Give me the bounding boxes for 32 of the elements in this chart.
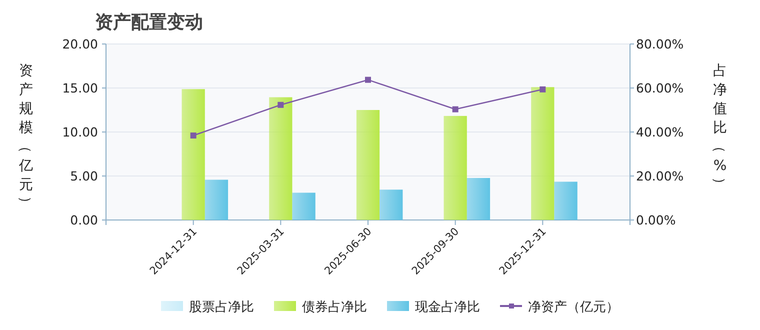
bar <box>269 97 292 220</box>
legend-label: 净资产（亿元） <box>528 300 619 315</box>
bar <box>380 190 403 220</box>
y-tick-label: 0.00 <box>70 212 98 228</box>
bar <box>356 110 380 220</box>
y-tick-label: 10.00 <box>62 124 98 140</box>
legend-label: 债券占净比 <box>302 300 367 315</box>
y-tick-label: 20.00 <box>62 36 98 52</box>
y2-tick-label: 40.00% <box>636 124 684 140</box>
y-tick-label: 15.00 <box>62 80 98 96</box>
y-tick-label: 5.00 <box>70 168 98 184</box>
point <box>452 106 458 112</box>
legend-label: 股票占净比 <box>189 300 254 315</box>
y2-tick-label: 60.00% <box>636 80 684 96</box>
bar <box>444 116 467 220</box>
point <box>540 86 546 92</box>
y2-tick-label: 80.00% <box>636 36 684 52</box>
y2-tick-label: 20.00% <box>636 168 684 184</box>
point <box>365 76 371 83</box>
bar <box>292 192 316 220</box>
bar <box>531 87 554 220</box>
point <box>190 132 196 139</box>
y2-tick-label: 0.00% <box>636 212 676 228</box>
bar <box>466 178 490 220</box>
legend-label: 现金占净比 <box>415 300 480 315</box>
bar <box>554 182 578 220</box>
chart-title: 资产配置变动 <box>95 12 203 33</box>
y-axis-title: 资产规模（亿元） <box>17 63 33 210</box>
bar <box>182 89 205 220</box>
y2-axis-title: 占净值比（%） <box>711 63 727 191</box>
point <box>278 102 284 108</box>
bar <box>204 180 228 220</box>
